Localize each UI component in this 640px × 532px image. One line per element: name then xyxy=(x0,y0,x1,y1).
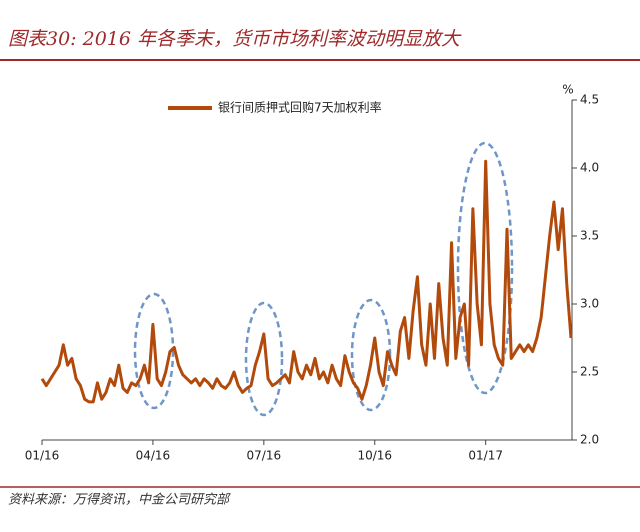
y-unit: % xyxy=(562,83,573,97)
x-tick-label: 10/16 xyxy=(357,449,392,463)
legend-label: 银行间质押式回购7天加权利率 xyxy=(218,100,382,115)
y-tick-label: 4.0 xyxy=(580,161,599,175)
x-tick-label: 07/16 xyxy=(247,449,282,463)
x-tick-label: 01/16 xyxy=(25,449,60,463)
y-tick-label: 2.5 xyxy=(580,365,599,379)
y-tick-label: 3.5 xyxy=(580,229,599,243)
series-line xyxy=(40,159,573,404)
y-tick-label: 4.5 xyxy=(580,93,599,107)
y-tick-label: 3.0 xyxy=(580,297,599,311)
x-tick-label: 01/17 xyxy=(468,449,503,463)
highlight-ellipse xyxy=(456,141,514,395)
y-tick-label: 2.0 xyxy=(580,433,599,447)
highlight-ellipse xyxy=(244,301,284,417)
highlight-ellipse xyxy=(133,292,175,410)
source-note: 资料来源：万得资讯，中金公司研究部 xyxy=(8,492,231,508)
x-tick-label: 04/16 xyxy=(136,449,171,463)
chart-title: 图表30: 2016 年各季末，货币市场利率波动明显放大 xyxy=(8,28,462,50)
highlights xyxy=(133,141,514,417)
